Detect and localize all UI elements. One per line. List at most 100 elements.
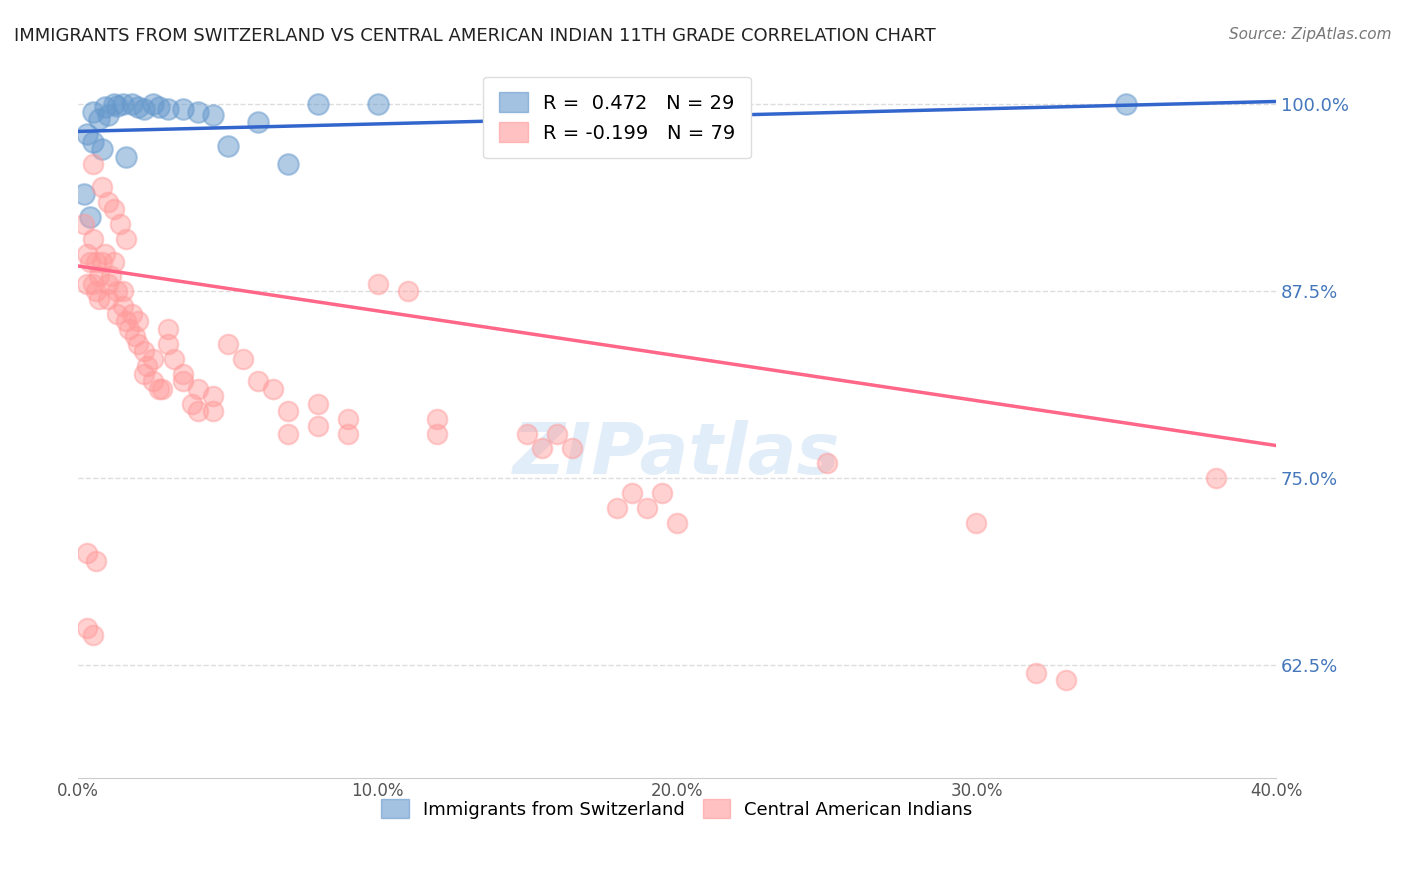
Point [82,277,104,291]
Point [136,359,159,374]
Point [82,232,104,246]
Point [76,621,98,635]
Point [132,102,155,116]
Point [73,217,96,231]
Point [73,187,96,202]
Point [97,108,120,122]
Point [112,97,135,112]
Point [531,442,554,456]
Point [187,382,209,396]
Point [232,351,254,366]
Point [91,254,114,268]
Point [180,396,202,410]
Point [91,142,114,156]
Point [396,285,419,299]
Point [84,285,107,299]
Point [132,344,155,359]
Point [103,254,125,268]
Point [217,336,239,351]
Point [307,97,329,112]
Point [187,404,209,418]
Point [621,486,644,500]
Point [121,307,143,321]
Point [246,115,269,129]
Point [124,329,146,343]
Point [172,367,194,381]
Point [91,179,114,194]
Point [307,396,329,410]
Point [201,108,224,122]
Point [115,150,138,164]
Point [87,269,110,284]
Point [76,128,98,142]
Point [82,628,104,642]
Point [163,351,186,366]
Point [1054,673,1077,688]
Point [277,426,299,441]
Point [666,97,689,112]
Point [150,382,173,396]
Point [277,404,299,418]
Point [246,374,269,388]
Point [132,367,155,381]
Point [1115,97,1137,112]
Point [105,99,128,113]
Point [561,442,583,456]
Point [79,254,101,268]
Point [84,254,107,268]
Point [94,247,117,261]
Point [108,217,131,231]
Text: IMMIGRANTS FROM SWITZERLAND VS CENTRAL AMERICAN INDIAN 11TH GRADE CORRELATION CH: IMMIGRANTS FROM SWITZERLAND VS CENTRAL A… [14,27,936,45]
Point [666,516,689,531]
Point [118,322,141,336]
Point [142,351,165,366]
Legend: Immigrants from Switzerland, Central American Indians: Immigrants from Switzerland, Central Ame… [374,792,980,826]
Point [336,426,359,441]
Point [201,404,224,418]
Point [82,135,104,149]
Point [127,336,149,351]
Point [100,269,122,284]
Point [815,457,838,471]
Point [1025,665,1047,680]
Point [105,307,128,321]
Point [76,247,98,261]
Point [87,292,110,306]
Point [79,210,101,224]
Point [121,97,143,112]
Point [966,516,988,531]
Point [112,285,135,299]
Point [127,314,149,328]
Point [156,322,179,336]
Point [94,100,117,114]
Point [112,299,135,313]
Point [262,382,284,396]
Point [307,419,329,434]
Point [103,202,125,217]
Point [82,157,104,171]
Point [82,105,104,120]
Point [76,546,98,560]
Point [172,102,194,116]
Point [201,389,224,403]
Text: ZIPatlas: ZIPatlas [513,420,841,489]
Point [426,411,449,425]
Point [148,100,170,114]
Point [84,554,107,568]
Point [97,292,120,306]
Point [97,194,120,209]
Point [156,336,179,351]
Point [546,426,568,441]
Point [651,486,673,500]
Point [103,97,125,112]
Point [142,374,165,388]
Point [105,285,128,299]
Point [516,426,538,441]
Point [217,139,239,153]
Point [426,426,449,441]
Text: Source: ZipAtlas.com: Source: ZipAtlas.com [1229,27,1392,42]
Point [76,277,98,291]
Point [367,277,389,291]
Point [636,501,658,516]
Point [1205,471,1227,485]
